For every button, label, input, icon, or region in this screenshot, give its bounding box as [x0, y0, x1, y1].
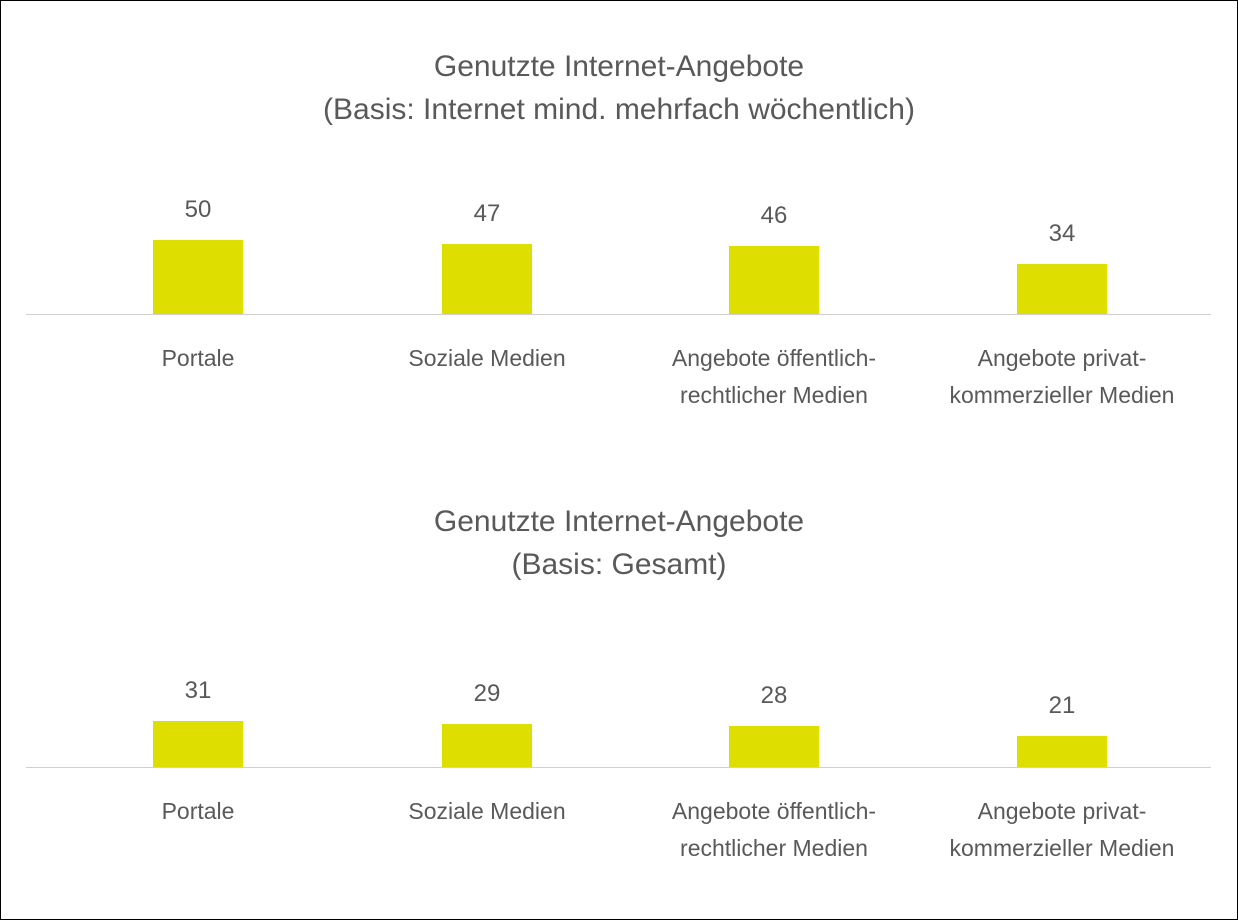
data-label: 28 — [760, 681, 788, 709]
chart-title: Genutzte Internet-Angebote — [433, 50, 805, 83]
x-tick-label: Soziale Medien — [408, 798, 566, 824]
chart-subtitle: (Basis: Internet mind. mehrfach wöchentl… — [323, 93, 915, 126]
bar — [729, 725, 819, 767]
bar — [1017, 263, 1107, 314]
data-label: 34 — [1048, 219, 1076, 247]
x-tick-label: Soziale Medien — [408, 345, 566, 371]
x-tick-label: Angebote privat-kommerzieller Medien — [949, 798, 1175, 861]
data-label: 29 — [473, 680, 501, 708]
bar — [442, 244, 532, 314]
axis-line — [26, 767, 1211, 768]
chart-subtitle: (Basis: Gesamt) — [511, 548, 727, 581]
x-tick-label: Angebote öffentlich-rechtlicher Medien — [671, 345, 877, 408]
x-tick-label: Portale — [161, 798, 235, 824]
x-tick-label: Angebote privat-kommerzieller Medien — [949, 345, 1175, 408]
data-label: 21 — [1048, 691, 1076, 719]
data-label: 50 — [184, 196, 212, 223]
bar — [442, 724, 532, 767]
chart-title: Genutzte Internet-Angebote — [433, 505, 805, 538]
data-label: 46 — [760, 201, 788, 229]
x-tick-label: Angebote öffentlich-rechtlicher Medien — [671, 798, 877, 861]
bar — [153, 721, 243, 767]
x-tick-label: Portale — [161, 345, 235, 371]
data-label: 31 — [184, 677, 212, 705]
bar — [729, 245, 819, 314]
bar — [1017, 735, 1107, 767]
bar — [153, 240, 243, 314]
data-label: 47 — [473, 200, 501, 228]
axis-line — [26, 314, 1211, 315]
